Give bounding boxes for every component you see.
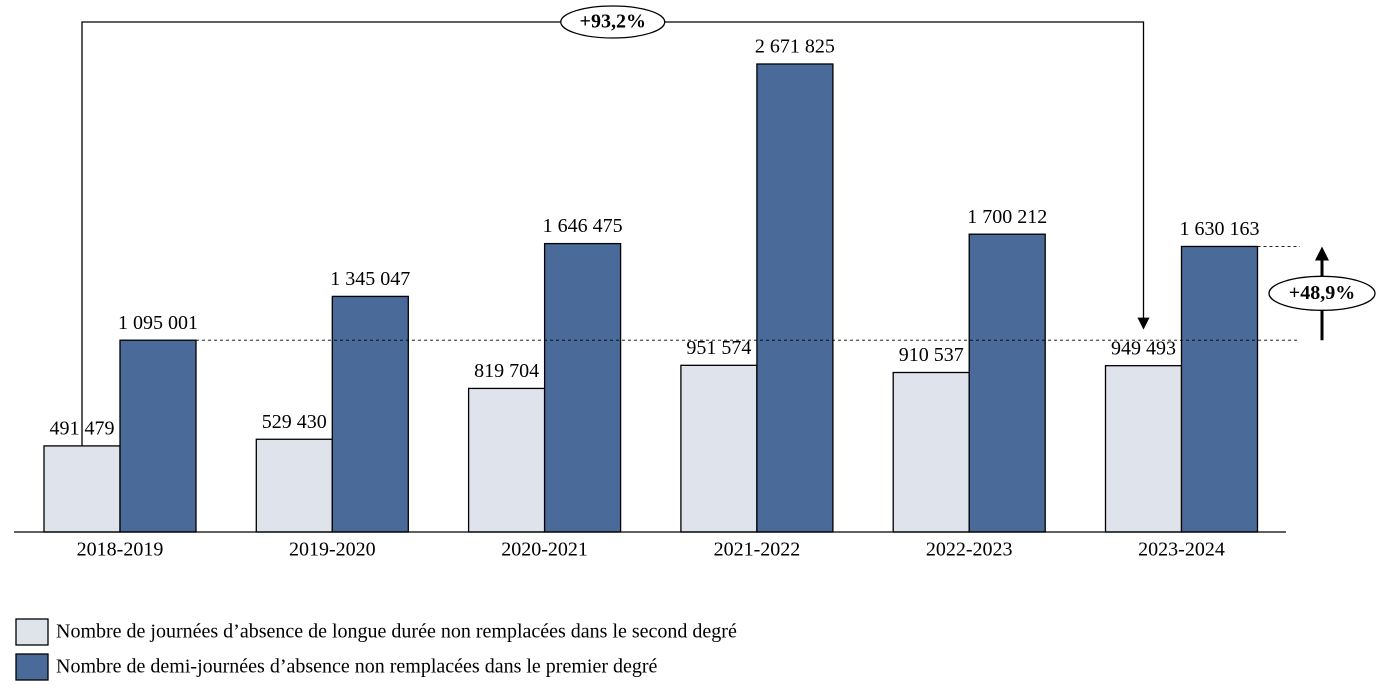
- bar: [467, 387, 546, 533]
- bar: [968, 233, 1046, 533]
- bar: [543, 242, 622, 533]
- arrow-head: [1137, 317, 1150, 330]
- x-tick-label: 2018-2019: [77, 539, 164, 561]
- x-tick-label: 2023-2024: [1138, 539, 1225, 561]
- value-label: 949 493: [1111, 337, 1176, 359]
- arrow-head: [1315, 246, 1329, 261]
- bar: [1104, 365, 1183, 533]
- value-label: 1 345 047: [330, 268, 410, 290]
- value-label: 910 537: [899, 344, 964, 366]
- value-label: 819 704: [474, 360, 539, 382]
- bar: [1180, 245, 1259, 533]
- bar: [119, 339, 197, 533]
- value-label: 1 646 475: [543, 215, 623, 237]
- value-label: 2 671 825: [755, 36, 835, 58]
- annotation-bubble: [560, 5, 666, 39]
- bar: [331, 295, 409, 533]
- legend-swatch: [15, 618, 49, 646]
- bar: [255, 438, 333, 533]
- value-label: 529 430: [262, 411, 327, 433]
- bar: [43, 445, 121, 533]
- legend-swatch: [15, 653, 49, 681]
- x-tick-label: 2019-2020: [289, 539, 376, 561]
- annotation: +48,9%: [1289, 282, 1355, 304]
- value-label: 951 574: [686, 337, 751, 359]
- bar: [680, 364, 758, 533]
- value-label: 1 700 212: [967, 206, 1047, 228]
- bar: [756, 63, 834, 533]
- value-label: 1 630 163: [1180, 218, 1260, 240]
- annotation: +93,2%: [580, 11, 646, 33]
- legend-label: Nombre de journées d’absence de longue d…: [56, 621, 737, 643]
- x-tick-label: 2020-2021: [501, 539, 588, 561]
- value-label: 1 095 001: [118, 312, 198, 334]
- x-tick-label: 2022-2023: [926, 539, 1013, 561]
- x-tick-label: 2021-2022: [714, 539, 801, 561]
- bar: [892, 371, 970, 533]
- legend-label: Nombre de demi-journées d’absence non re…: [56, 656, 658, 678]
- annotation-bubble: [1268, 275, 1376, 311]
